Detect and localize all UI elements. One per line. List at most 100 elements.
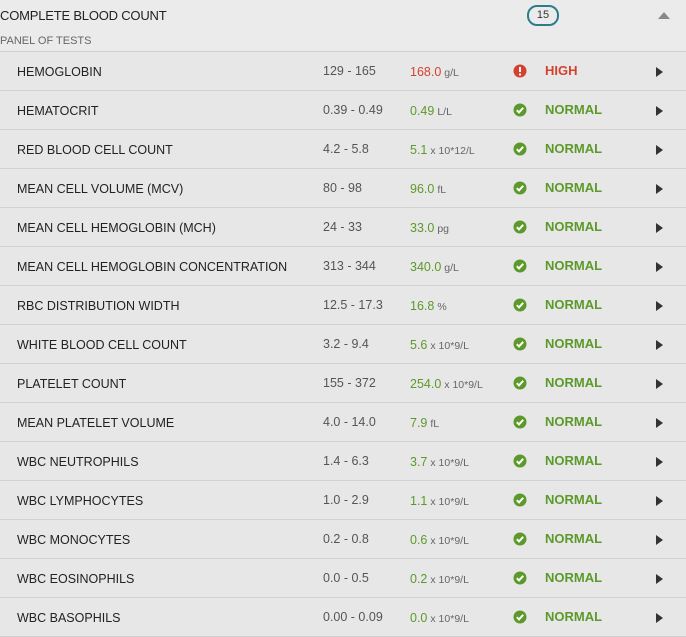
result-value: 96.0	[410, 182, 435, 196]
panel-title: COMPLETE BLOOD COUNT	[0, 8, 167, 23]
panel-header: COMPLETE BLOOD COUNT 15 PANEL OF TESTS	[0, 0, 686, 52]
result: 5.6 x 10*9/L	[410, 338, 469, 352]
collapse-caret[interactable]	[656, 9, 672, 21]
result-unit: g/L	[444, 262, 459, 274]
expand-arrow[interactable]	[655, 417, 665, 429]
status-icon	[513, 181, 527, 195]
result-value: 0.2	[410, 572, 428, 586]
result-unit: fL	[430, 418, 440, 430]
result-value: 0.0	[410, 611, 428, 625]
status-icon	[513, 259, 527, 273]
status-label: NORMAL	[545, 453, 603, 468]
status-label: NORMAL	[545, 375, 603, 390]
status-icon	[513, 610, 527, 624]
expand-arrow[interactable]	[655, 378, 665, 390]
reference-range: 155 - 372	[323, 376, 376, 390]
expand-arrow[interactable]	[655, 573, 665, 585]
result: 0.2 x 10*9/L	[410, 572, 469, 586]
test-name: WBC NEUTROPHILS	[17, 455, 139, 469]
expand-arrow[interactable]	[655, 456, 665, 468]
reference-range: 24 - 33	[323, 220, 362, 234]
test-name: MEAN PLATELET VOLUME	[17, 416, 175, 430]
test-name: WBC EOSINOPHILS	[17, 572, 135, 586]
result-unit: x 10*9/L	[430, 535, 469, 547]
reference-range: 0.0 - 0.5	[323, 571, 369, 585]
status-label: NORMAL	[545, 414, 603, 429]
test-row: WBC BASOPHILS 0.00 - 0.09 0.0 x 10*9/L NORMA…	[0, 598, 686, 637]
result-unit: L/L	[437, 106, 452, 118]
status-label: HIGH	[545, 63, 578, 78]
status-label: NORMAL	[545, 297, 603, 312]
result-unit: pg	[437, 223, 450, 235]
test-name: MEAN CELL HEMOGLOBIN CONCENTRATION	[17, 260, 288, 274]
result-unit: g/L	[444, 67, 459, 79]
status-icon	[513, 220, 527, 234]
reference-range: 4.0 - 14.0	[323, 415, 376, 429]
reference-range: 0.2 - 0.8	[323, 532, 369, 546]
expand-arrow[interactable]	[655, 495, 665, 507]
test-row: WBC LYMPHOCYTES 1.0 - 2.9 1.1 x 10*9/L NORMA…	[0, 481, 686, 520]
status-label: NORMAL	[545, 336, 603, 351]
result: 96.0 fL	[410, 182, 446, 196]
test-row: MEAN CELL HEMOGLOBIN CONCENTRATION 313 - …	[0, 247, 686, 286]
result: 1.1 x 10*9/L	[410, 494, 469, 508]
result-value: 5.1	[410, 143, 428, 157]
result-value: 168.0	[410, 65, 442, 79]
result: 0.6 x 10*9/L	[410, 533, 469, 547]
test-row: WBC NEUTROPHILS 1.4 - 6.3 3.7 x 10*9/L NORMA…	[0, 442, 686, 481]
result: 168.0 g/L	[410, 65, 459, 79]
result-value: 1.1	[410, 494, 428, 508]
result-unit: x 10*9/L	[430, 496, 469, 508]
status-label: NORMAL	[545, 219, 603, 234]
result-unit: fL	[437, 184, 447, 196]
reference-range: 1.4 - 6.3	[323, 454, 369, 468]
expand-arrow[interactable]	[655, 534, 665, 546]
result-unit: x 10*9/L	[444, 379, 483, 391]
result-value: 7.9	[410, 416, 428, 430]
test-row: HEMATOCRIT 0.39 - 0.49 0.49 L/L NORMAL	[0, 91, 686, 130]
expand-arrow[interactable]	[655, 612, 665, 624]
result: 7.9 fL	[410, 416, 439, 430]
status-label: NORMAL	[545, 531, 603, 546]
expand-arrow[interactable]	[655, 261, 665, 273]
result: 5.1 x 10*12/L	[410, 143, 475, 157]
result-unit: x 10*9/L	[430, 574, 469, 586]
status-label: NORMAL	[545, 180, 603, 195]
result: 16.8%	[410, 299, 447, 313]
expand-arrow[interactable]	[655, 300, 665, 312]
result-unit: x 10*9/L	[430, 613, 469, 625]
expand-arrow[interactable]	[655, 339, 665, 351]
status-icon	[513, 337, 527, 351]
result-value: 0.6	[410, 533, 428, 547]
expand-arrow[interactable]	[655, 183, 665, 195]
expand-arrow[interactable]	[655, 105, 665, 117]
result: 254.0 x 10*9/L	[410, 377, 483, 391]
test-name: RED BLOOD CELL COUNT	[17, 143, 173, 157]
result-value: 3.7	[410, 455, 428, 469]
test-name: WBC LYMPHOCYTES	[17, 494, 144, 508]
status-icon	[513, 103, 527, 117]
test-row: RED BLOOD CELL COUNT 4.2 - 5.8 5.1 x 10*12/…	[0, 130, 686, 169]
status-label: NORMAL	[545, 570, 603, 585]
reference-range: 12.5 - 17.3	[323, 298, 383, 312]
status-icon	[513, 532, 527, 546]
test-name: MEAN CELL VOLUME (MCV)	[17, 182, 184, 196]
test-name: WBC BASOPHILS	[17, 611, 121, 625]
test-row: MEAN CELL VOLUME (MCV) 80 - 98 96.0 fL NORMA…	[0, 169, 686, 208]
status-icon	[513, 415, 527, 429]
expand-arrow[interactable]	[655, 144, 665, 156]
test-row: MEAN PLATELET VOLUME 4.0 - 14.0 7.9 fL NORMA…	[0, 403, 686, 442]
expand-arrow[interactable]	[655, 222, 665, 234]
expand-arrow[interactable]	[655, 66, 665, 78]
reference-range: 313 - 344	[323, 259, 376, 273]
test-name: MEAN CELL HEMOGLOBIN (MCH)	[17, 221, 216, 235]
test-row: MEAN CELL HEMOGLOBIN (MCH) 24 - 33 33.0 pg N…	[0, 208, 686, 247]
status-icon	[513, 571, 527, 585]
reference-range: 1.0 - 2.9	[323, 493, 369, 507]
test-row: WBC EOSINOPHILS 0.0 - 0.5 0.2 x 10*9/L NORMA…	[0, 559, 686, 598]
status-icon	[513, 376, 527, 390]
status-label: NORMAL	[545, 258, 603, 273]
reference-range: 129 - 165	[323, 64, 376, 78]
result-unit: x 10*12/L	[430, 145, 475, 157]
reference-range: 80 - 98	[323, 181, 362, 195]
